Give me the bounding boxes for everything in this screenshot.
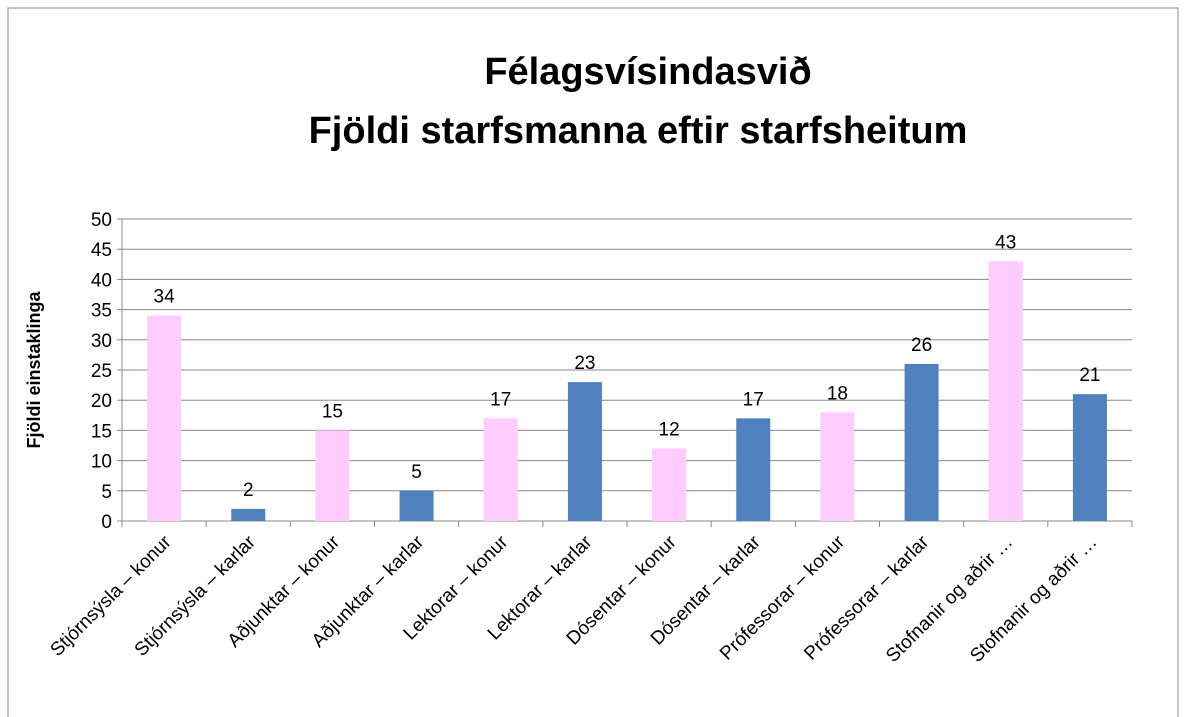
data-label: 17 xyxy=(490,389,511,410)
bar xyxy=(904,363,939,521)
bar xyxy=(315,430,350,521)
bar xyxy=(820,412,855,521)
data-label: 18 xyxy=(827,383,848,404)
y-tick-label: 30 xyxy=(91,331,112,352)
chart-title: Félagsvísindasvið xyxy=(484,51,811,93)
chart-title: Fjöldi starfsmanna eftir starfsheitum xyxy=(309,110,968,152)
y-tick-label: 40 xyxy=(91,270,112,291)
y-tick-label: 45 xyxy=(91,240,112,261)
data-label: 12 xyxy=(659,420,680,441)
chart-border xyxy=(7,7,1179,717)
bar xyxy=(231,508,266,521)
data-label: 15 xyxy=(322,401,343,422)
data-label: 5 xyxy=(411,462,422,483)
bar xyxy=(399,490,434,521)
bar xyxy=(147,315,182,521)
y-tick-label: 10 xyxy=(91,452,112,473)
bar xyxy=(736,418,771,521)
data-label: 2 xyxy=(243,480,254,501)
data-label: 26 xyxy=(911,335,932,356)
bar xyxy=(988,261,1023,521)
y-tick-label: 20 xyxy=(91,391,112,412)
data-label: 43 xyxy=(995,232,1016,253)
y-tick-label: 5 xyxy=(101,482,112,503)
data-label: 21 xyxy=(1079,365,1100,386)
y-tick-label: 35 xyxy=(91,301,112,322)
bar xyxy=(1072,394,1107,521)
bar xyxy=(652,448,687,521)
y-tick-label: 50 xyxy=(91,210,112,231)
data-label: 34 xyxy=(154,287,176,308)
y-tick-label: 25 xyxy=(91,361,112,382)
y-axis-label: Fjöldi einstaklinga xyxy=(24,291,44,449)
data-label: 17 xyxy=(743,389,764,410)
y-tick-label: 0 xyxy=(101,512,112,533)
y-tick-label: 15 xyxy=(91,421,112,442)
data-label: 23 xyxy=(574,353,595,374)
bar xyxy=(483,418,518,521)
bar xyxy=(567,382,602,521)
